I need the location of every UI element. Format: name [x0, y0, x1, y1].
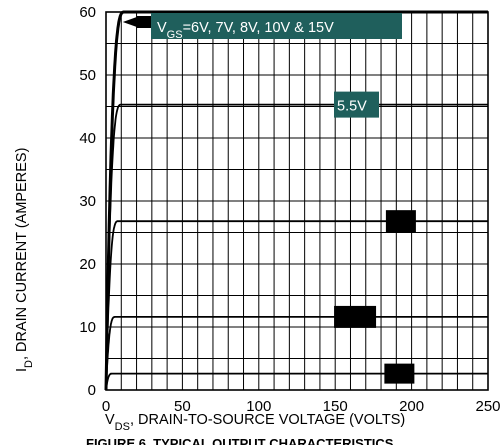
curve-series-5: [105, 372, 488, 391]
figure-caption: FIGURE 6. TYPICAL OUTPUT CHARACTERISTICS: [86, 436, 394, 445]
redaction-mark: [384, 363, 415, 384]
x-axis-label: VDS, DRAIN-TO-SOURCE VOLTAGE (VOLTS): [105, 412, 405, 433]
callout-group: VGS=6V, 7V, 8V, 10V & 15V 5.5V: [122, 13, 402, 118]
y-tick-label: 0: [88, 382, 96, 399]
x-tick-label: 200: [399, 398, 424, 415]
y-tick-label: 20: [79, 256, 96, 273]
curve-series-4: [105, 315, 488, 391]
callout-text-5v5: 5.5V: [337, 99, 367, 115]
grid-lines: [106, 12, 488, 390]
x-tick-label: 0: [102, 398, 110, 415]
y-tick-label: 60: [79, 4, 96, 21]
tick-labels: 0 50 100 150 200 250 0 10 20 30 40 50 60: [79, 4, 500, 415]
curve-group: [104, 10, 488, 391]
callout-text-vgs: VGS=6V, 7V, 8V, 10V & 15V: [157, 20, 334, 41]
plot-frame: [105, 11, 489, 391]
curve-series-3: [105, 220, 488, 391]
x-tick-label: 150: [323, 398, 348, 415]
y-tick-label: 30: [79, 193, 96, 210]
y-tick-label: 40: [79, 130, 96, 147]
callout-box-5v5: [334, 91, 379, 118]
curve-series-2: [105, 103, 488, 391]
x-tick-label: 250: [475, 398, 500, 415]
callout-box-vgs: [151, 13, 402, 39]
y-tick-label: 10: [79, 319, 96, 336]
y-tick-label: 50: [79, 67, 96, 84]
redaction-mark: [385, 210, 416, 233]
callout-arrow: [122, 16, 140, 28]
x-tick-label: 50: [174, 398, 191, 415]
redaction-mark: [334, 305, 377, 328]
x-tick-label: 100: [246, 398, 271, 415]
redaction-group: [334, 210, 416, 384]
y-axis-label: ID, DRAIN CURRENT (AMPERES): [14, 148, 35, 372]
callout-arrow-shaft: [136, 16, 151, 28]
